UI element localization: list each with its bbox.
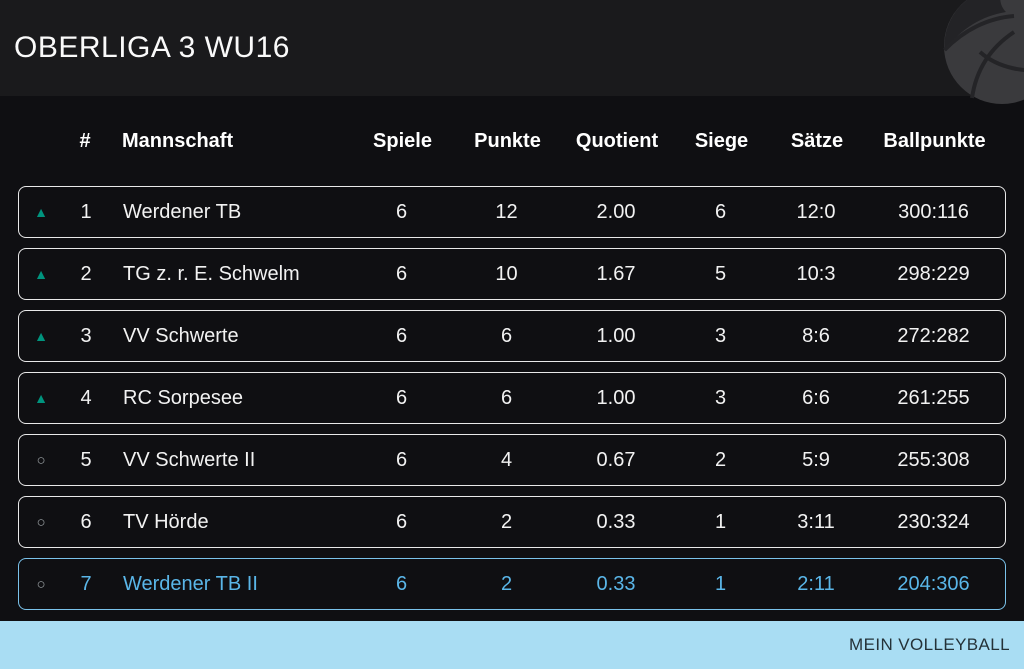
quotient-column-header: Quotient: [575, 129, 659, 152]
trend-icon: ▲: [34, 328, 48, 344]
rank-cell: 2: [80, 262, 92, 285]
ballpunkte-cell: 300:116: [898, 200, 969, 223]
siege-cell: 3: [714, 386, 727, 409]
team-cell: TG z. r. E. Schwelm: [123, 262, 300, 285]
siege-cell: 1: [714, 572, 727, 595]
saetze-cell: 8:6: [802, 324, 830, 347]
trend-icon: ▲: [34, 204, 48, 220]
team-cell: Werdener TB II: [123, 572, 258, 595]
trend-icon: ▲: [34, 390, 48, 406]
punkte-cell: 2: [500, 510, 513, 533]
siege-column-header: Siege: [694, 129, 749, 152]
saetze-cell: 3:11: [797, 510, 835, 533]
punkte-cell: 4: [500, 448, 513, 471]
trend-icon: ▲: [34, 266, 48, 282]
rank-cell: 1: [80, 200, 92, 223]
saetze-column-header: Sätze: [790, 129, 844, 152]
table-row[interactable]: ▲ 3 VV Schwerte 6 6 1.00 3 8:6 272:282: [18, 310, 1006, 362]
table-row[interactable]: ▲ 2 TG z. r. E. Schwelm 6 10 1.67 5 10:3…: [18, 248, 1006, 300]
quotient-cell: 1.67: [596, 262, 636, 285]
ballpunkte-column-header: Ballpunkte: [883, 129, 986, 152]
brand-label: MEIN VOLLEYBALL: [849, 635, 1010, 654]
rank-cell: 4: [80, 386, 92, 409]
ballpunkte-cell: 261:255: [897, 386, 970, 409]
quotient-cell: 0.33: [596, 510, 636, 533]
quotient-cell: 0.67: [596, 448, 636, 471]
ballpunkte-cell: 204:306: [897, 572, 970, 595]
spiele-cell: 6: [395, 200, 408, 223]
footer-bar: MEIN VOLLEYBALL: [0, 621, 1024, 669]
spiele-cell: 6: [395, 386, 408, 409]
team-cell: VV Schwerte II: [123, 448, 256, 471]
punkte-cell: 6: [500, 386, 513, 409]
quotient-cell: 0.33: [596, 572, 636, 595]
table-row[interactable]: ▲ 4 RC Sorpesee 6 6 1.00 3 6:6 261:255: [18, 372, 1006, 424]
ballpunkte-cell: 230:324: [897, 510, 970, 533]
rank-cell: 3: [80, 324, 92, 347]
rank-cell: 7: [80, 572, 92, 595]
siege-cell: 2: [714, 448, 727, 471]
punkte-cell: 12: [495, 200, 518, 223]
table-row[interactable]: ○ 5 VV Schwerte II 6 4 0.67 2 5:9 255:30…: [18, 434, 1006, 486]
saetze-cell: 10:3: [796, 262, 836, 285]
punkte-cell: 2: [500, 572, 513, 595]
siege-cell: 3: [714, 324, 727, 347]
siege-cell: 1: [714, 510, 727, 533]
quotient-cell: 1.00: [596, 386, 636, 409]
table-row[interactable]: ○ 7 Werdener TB II 6 2 0.33 1 2:11 204:3…: [18, 558, 1006, 610]
ballpunkte-cell: 255:308: [897, 448, 970, 471]
standings-table-body: ▲ 1 Werdener TB 6 12 2.00 6 12:0 300:116…: [18, 186, 1006, 610]
spiele-cell: 6: [395, 448, 408, 471]
rank-column-header: #: [79, 129, 91, 152]
siege-cell: 5: [714, 262, 727, 285]
standings-table: # Mannschaft Spiele Punkte Quotient Sieg…: [18, 96, 1006, 610]
spiele-cell: 6: [395, 510, 408, 533]
spiele-cell: 6: [395, 324, 408, 347]
punkte-column-header: Punkte: [474, 129, 541, 152]
table-row[interactable]: ▲ 1 Werdener TB 6 12 2.00 6 12:0 300:116: [18, 186, 1006, 238]
team-cell: Werdener TB: [123, 200, 242, 223]
page-title: OBERLIGA 3 WU16: [14, 31, 290, 64]
title-bar: OBERLIGA 3 WU16: [0, 0, 1024, 96]
team-cell: TV Hörde: [123, 510, 209, 533]
saetze-cell: 2:11: [797, 572, 835, 595]
team-column-header: Mannschaft: [122, 129, 234, 152]
quotient-cell: 2.00: [596, 200, 636, 223]
table-row[interactable]: ○ 6 TV Hörde 6 2 0.33 1 3:11 230:324: [18, 496, 1006, 548]
table-header-row: # Mannschaft Spiele Punkte Quotient Sieg…: [18, 124, 1006, 158]
spiele-cell: 6: [395, 572, 408, 595]
team-cell: VV Schwerte: [123, 324, 239, 347]
trend-icon: ○: [36, 513, 46, 531]
trend-icon: ○: [36, 451, 46, 469]
rank-cell: 5: [80, 448, 92, 471]
trend-icon: ○: [36, 575, 46, 593]
team-cell: RC Sorpesee: [123, 386, 244, 409]
siege-cell: 6: [714, 200, 727, 223]
saetze-cell: 5:9: [802, 448, 830, 471]
quotient-cell: 1.00: [596, 324, 636, 347]
spiele-column-header: Spiele: [373, 129, 432, 152]
saetze-cell: 12:0: [796, 200, 836, 223]
rank-cell: 6: [80, 510, 92, 533]
punkte-cell: 6: [500, 324, 513, 347]
punkte-cell: 10: [495, 262, 518, 285]
saetze-cell: 6:6: [802, 386, 830, 409]
ballpunkte-cell: 272:282: [897, 324, 970, 347]
ballpunkte-cell: 298:229: [897, 262, 970, 285]
spiele-cell: 6: [395, 262, 408, 285]
